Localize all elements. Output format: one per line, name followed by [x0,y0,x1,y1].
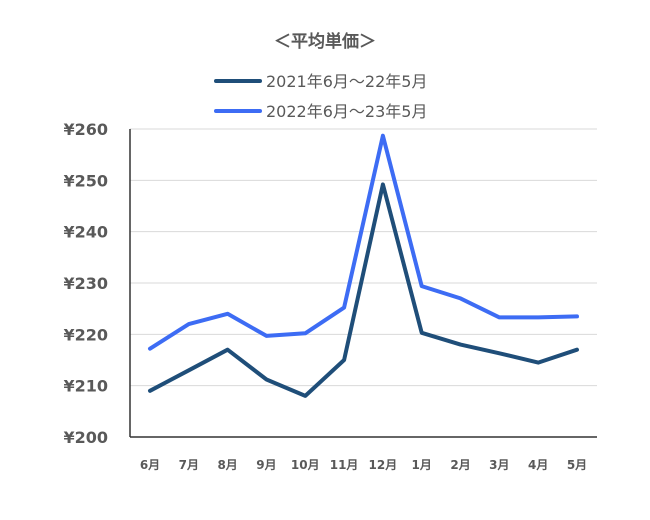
series-line-2022 [148,133,579,351]
x-tick-label: 2月 [450,458,470,472]
legend: 2021年6月～22年5月 2022年6月～23年5月 [214,68,514,128]
x-tick-label: 12月 [369,458,398,472]
chart-title: ＜平均単価＞ [274,32,376,52]
x-tick-label: 8月 [217,458,237,472]
x-tick-label: 11月 [330,458,359,472]
x-tick-label: 7月 [179,458,199,472]
y-tick-label: ¥230 [63,274,108,293]
x-tick-label: 4月 [528,458,548,472]
legend-label-2022: 2022年6月～23年5月 [266,102,428,121]
series-line-2021 [148,182,579,398]
legend-label-2021: 2021年6月～22年5月 [266,72,428,91]
legend-swatch-2022 [214,109,262,113]
x-tick-label: 9月 [256,458,276,472]
x-tick-label: 6月 [140,458,160,472]
y-tick-label: ¥250 [63,171,108,190]
x-tick-label: 10月 [291,458,320,472]
y-tick-label: ¥260 [63,120,108,139]
gridlines [130,128,597,387]
axes [129,129,597,438]
y-tick-label: ¥200 [63,428,108,447]
x-tick-label: 1月 [412,458,432,472]
series-lines [148,133,579,398]
y-axis-ticks: ¥200 ¥210 ¥220 ¥230 ¥240 ¥250 ¥260 [63,120,108,447]
legend-item-2021: 2021年6月～22年5月 [214,68,514,98]
x-axis-ticks: 6月 7月 8月 9月 10月 11月 12月 1月 2月 3月 4月 5月 [140,458,587,472]
x-tick-label: 3月 [489,458,509,472]
y-tick-label: ¥210 [63,377,108,396]
legend-swatch-2021 [214,79,262,83]
x-tick-label: 5月 [567,458,587,472]
legend-item-2022: 2022年6月～23年5月 [214,98,514,128]
y-tick-label: ¥220 [63,325,108,344]
y-tick-label: ¥240 [63,223,108,242]
